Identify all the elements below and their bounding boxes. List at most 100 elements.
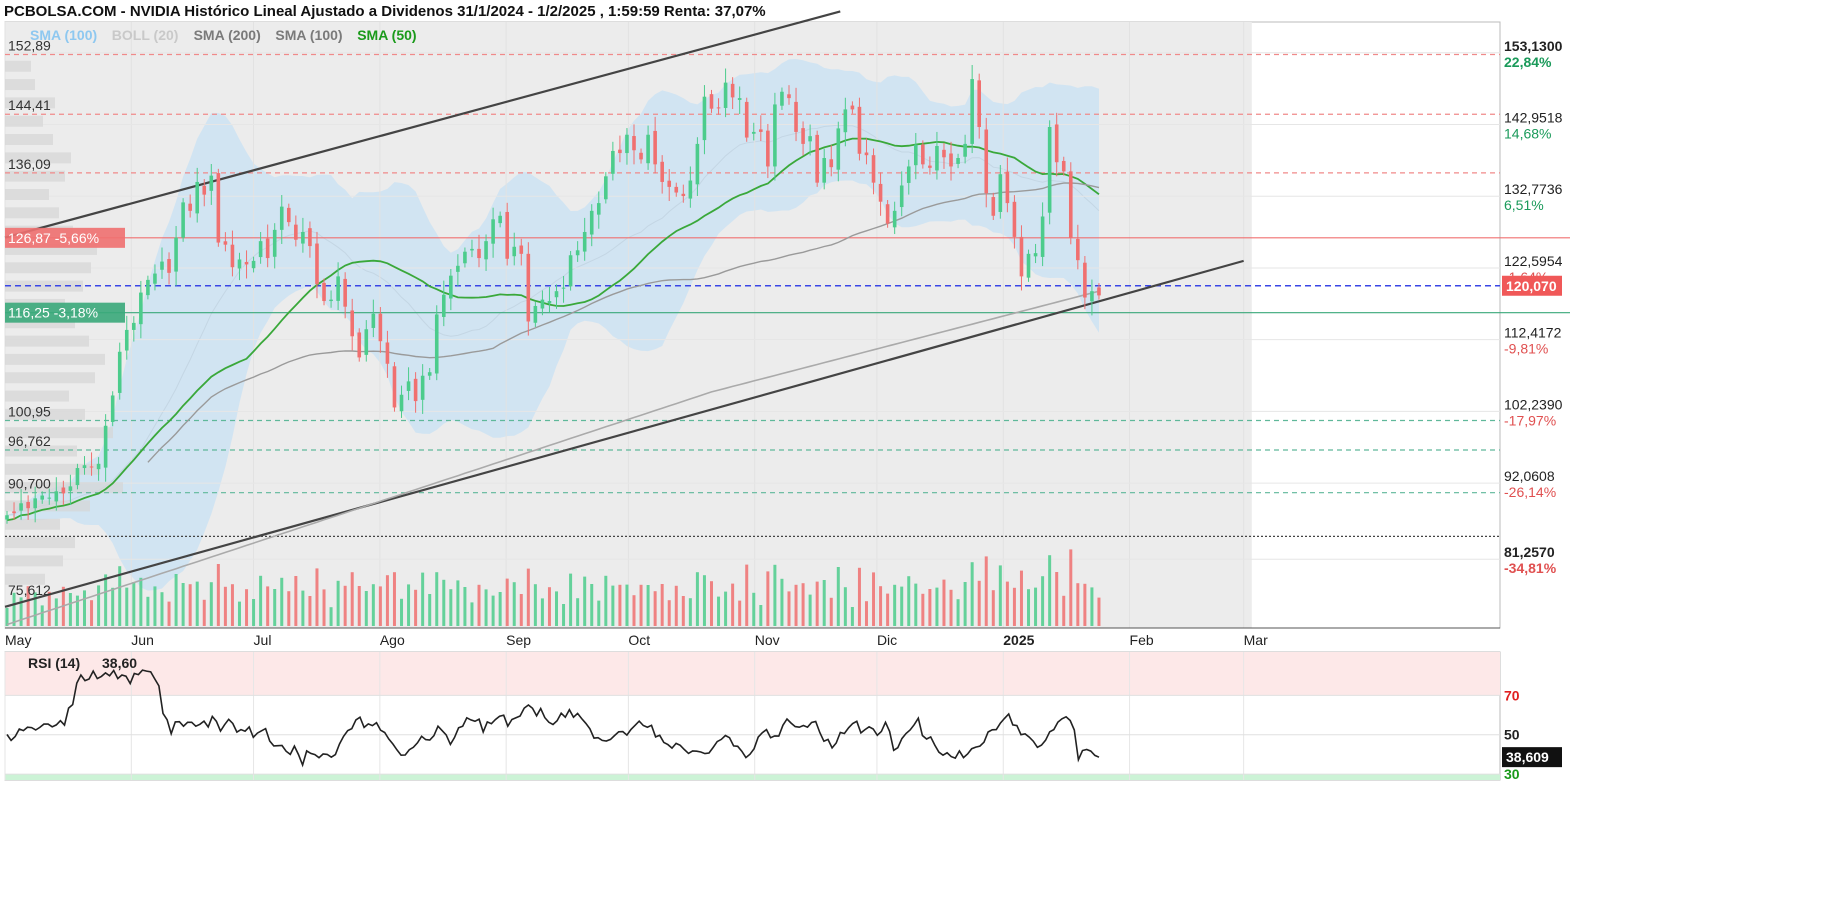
- candle-body: [26, 502, 30, 509]
- candle-body: [350, 310, 355, 337]
- volume-bar: [533, 584, 537, 626]
- volume-bar: [47, 591, 51, 626]
- candle-body: [1054, 124, 1059, 163]
- volume-bar: [759, 605, 763, 626]
- candle-body: [716, 107, 721, 109]
- candle-body: [582, 231, 587, 252]
- candle-body: [153, 273, 157, 284]
- current-price-label: 120,070: [1506, 278, 1557, 294]
- candle-body: [1033, 253, 1038, 257]
- candle-body: [89, 466, 94, 468]
- bollinger-band: [7, 59, 1099, 591]
- candle-body: [357, 332, 362, 358]
- right-price-label: 81,2570: [1504, 544, 1555, 560]
- volume-bar: [153, 586, 157, 626]
- volume-bar: [498, 592, 502, 626]
- candle-body: [124, 329, 129, 351]
- volume-bar: [864, 601, 868, 626]
- candle-body: [963, 143, 967, 157]
- volume-bar: [717, 596, 721, 626]
- volume-bar: [188, 584, 192, 626]
- candle-body: [378, 313, 383, 342]
- candle-body: [533, 305, 538, 323]
- candle-body: [751, 131, 756, 134]
- volume-bar: [230, 584, 234, 626]
- candle-body: [470, 248, 474, 251]
- volume-bar: [956, 599, 960, 626]
- volume-bar: [12, 592, 16, 626]
- volume-profile-bar: [5, 518, 60, 530]
- candle-body: [878, 183, 883, 202]
- candle-body: [970, 79, 974, 144]
- right-price-label: 153,1300: [1504, 38, 1563, 54]
- volume-bar: [590, 584, 594, 626]
- volume-bar: [259, 575, 263, 626]
- candle-body: [1005, 171, 1010, 204]
- volume-bar: [104, 574, 108, 626]
- candle-body: [463, 251, 467, 264]
- right-price-label: 122,5954: [1504, 253, 1563, 269]
- candle-body: [434, 314, 439, 374]
- candle-body: [315, 243, 319, 285]
- candle-body: [343, 278, 347, 307]
- candle-body: [730, 83, 735, 98]
- candle-body: [850, 105, 855, 110]
- volume-bar: [935, 587, 939, 626]
- candle-body: [181, 202, 185, 238]
- candle-body: [1083, 262, 1087, 298]
- special-level-label: 116,25 -3,18%: [8, 305, 98, 321]
- candle-body: [625, 134, 629, 154]
- volume-bar: [308, 596, 312, 626]
- volume-profile-bar: [5, 79, 35, 91]
- candle-body: [921, 144, 925, 165]
- left-level-label: 144,41: [8, 97, 51, 113]
- candle-body: [329, 299, 333, 302]
- volume-profile-bar: [5, 317, 75, 329]
- candle-body: [188, 203, 192, 211]
- volume-profile-bar: [5, 280, 83, 292]
- candle-body: [1040, 216, 1045, 257]
- volume-profile-bar: [5, 500, 90, 512]
- rsi-value: 38,60: [102, 655, 137, 671]
- candle-body: [681, 193, 686, 197]
- volume-bar: [1055, 572, 1059, 626]
- candle-body: [984, 129, 989, 194]
- volume-bar: [576, 598, 580, 626]
- chart-title: PCBOLSA.COM - NVIDIA Histórico Lineal Aj…: [4, 3, 766, 20]
- volume-bar: [942, 579, 946, 626]
- volume-bar: [907, 576, 911, 626]
- volume-bar: [160, 592, 164, 626]
- candle-body: [1019, 236, 1024, 277]
- candle-body: [942, 149, 946, 158]
- candle-body: [674, 186, 679, 193]
- volume-profile-bar: [5, 445, 77, 457]
- volume-bar: [357, 586, 361, 626]
- right-price-label: 142,9518: [1504, 110, 1563, 126]
- candle-body: [554, 291, 559, 298]
- x-tick-label: May: [5, 632, 31, 648]
- volume-bar: [294, 576, 298, 626]
- candle-body: [265, 238, 270, 259]
- volume-profile-bar: [5, 134, 53, 146]
- candle-body: [5, 515, 9, 520]
- volume-bar: [322, 589, 326, 626]
- volume-bar: [181, 583, 185, 626]
- volume-bar: [653, 591, 657, 626]
- volume-bar: [371, 584, 375, 626]
- x-tick-label: Nov: [755, 632, 780, 648]
- right-pct-label: -17,97%: [1504, 412, 1556, 428]
- volume-bar: [491, 595, 495, 626]
- volume-bar: [1062, 595, 1066, 626]
- candle-body: [611, 150, 615, 174]
- candle-body: [230, 244, 235, 268]
- volume-bar: [245, 589, 249, 626]
- candle-body: [160, 261, 164, 270]
- volume-profile-bar: [5, 60, 31, 72]
- candle-body: [279, 206, 284, 230]
- volume-profile-bar: [5, 335, 89, 347]
- volume-bar: [815, 581, 819, 626]
- x-tick-label: Sep: [506, 632, 531, 648]
- candle-body: [505, 211, 509, 259]
- volume-profile-bar: [5, 408, 85, 420]
- volume-bar: [998, 565, 1002, 626]
